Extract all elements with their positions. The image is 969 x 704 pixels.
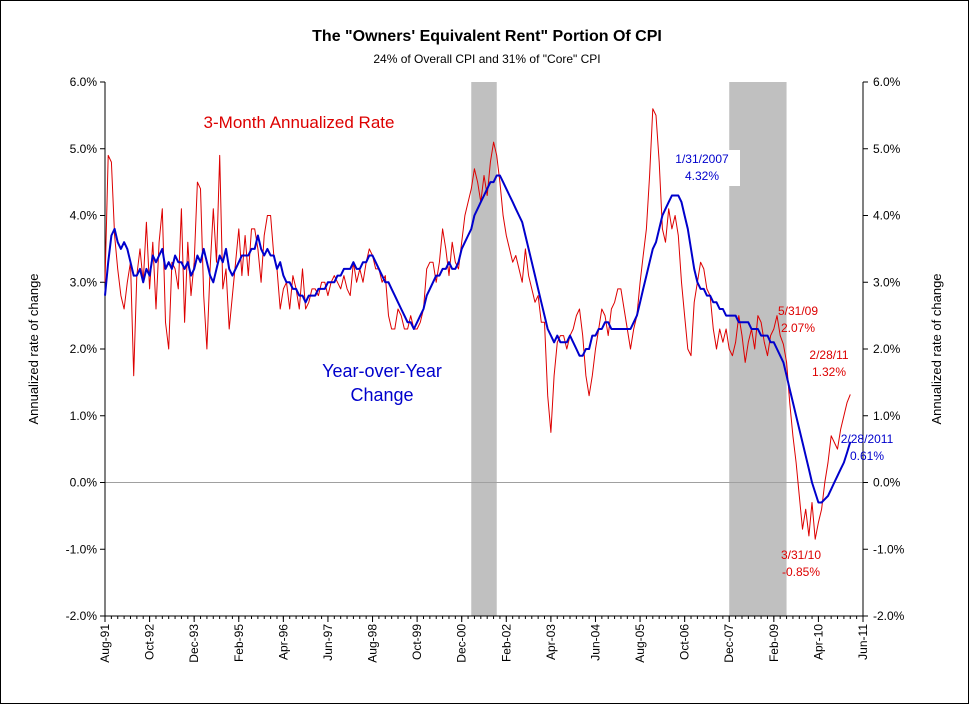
annotation-label: 5/31/09	[778, 304, 818, 318]
annotations: 1/31/2007 4.32% 5/31/09 2.07% 2/28/11 1.32% 2/…	[664, 150, 894, 579]
x-tick-label: Apr-03	[544, 624, 558, 660]
y-tick-label-right: 4.0%	[873, 209, 901, 223]
y-tick-label-left: 1.0%	[70, 409, 98, 423]
x-tick-label: Apr-96	[276, 624, 290, 660]
annotation-label: 3/31/10	[781, 548, 821, 562]
x-tick-label: Dec-07	[722, 624, 736, 663]
x-tick-label: Feb-09	[767, 624, 781, 662]
y-tick-label-left: 4.0%	[70, 209, 98, 223]
chart-subtitle: 24% of Overall CPI and 31% of "Core" CPI	[373, 52, 600, 66]
annotation-box	[664, 150, 740, 186]
x-tick-label: Oct-06	[678, 624, 692, 660]
x-tick-label: Aug-91	[98, 624, 112, 663]
x-tick-label: Feb-95	[232, 624, 246, 662]
annotation-label: 4.32%	[685, 169, 719, 183]
y-tick-label-left: 6.0%	[70, 75, 98, 89]
x-tick-label: Aug-05	[633, 624, 647, 663]
annotation-label: 1.32%	[812, 365, 846, 379]
x-tick-label: Jun-11	[856, 624, 870, 660]
y-ticks: -2.0% -2.0% -1.0% -1.0% 0.0% 0.0% 1.0% 1.0% 2.0%…	[66, 75, 905, 623]
x-tick-label: Oct-99	[410, 624, 424, 660]
recession-band	[471, 82, 497, 616]
x-tick-label: Aug-98	[366, 624, 380, 663]
series-lines	[104, 108, 852, 540]
series-3-month-line	[104, 108, 851, 540]
y-tick-label-right: 0.0%	[873, 476, 901, 490]
y-tick-label-right: 1.0%	[873, 409, 901, 423]
annotation-label: 0.61%	[850, 449, 884, 463]
y-tick-label-right: -2.0%	[873, 609, 905, 623]
x-tick-label: Jun-97	[321, 624, 335, 661]
x-ticks: Aug-91 Oct-92 Dec-93 Feb-95 Apr-96 Jun-97 Aug-…	[98, 616, 870, 663]
y-tick-label-left: 5.0%	[70, 142, 98, 156]
y-tick-label-right: 5.0%	[873, 142, 901, 156]
y-tick-label-right: 2.0%	[873, 342, 901, 356]
y-axis-label-right: Annualized rate of change	[929, 273, 944, 424]
y-tick-label-right: 3.0%	[873, 275, 901, 289]
x-tick-label: Oct-92	[143, 624, 157, 660]
x-tick-label: Dec-00	[455, 624, 469, 663]
annotation-label: 2.07%	[781, 321, 815, 335]
series-label: Year-over-Year	[322, 361, 442, 381]
y-tick-label-left: -2.0%	[66, 609, 98, 623]
x-tick-label: Apr-10	[811, 624, 825, 660]
chart-title: The "Owners' Equivalent Rent" Portion Of…	[312, 28, 662, 45]
annotation-label: -0.85%	[782, 565, 820, 579]
series-labels: 3-Month Annualized Rate Year-over-Year Cha…	[204, 113, 442, 405]
y-tick-label-left: 0.0%	[70, 476, 98, 490]
y-tick-label-right: -1.0%	[873, 542, 905, 556]
x-tick-label: Feb-02	[499, 624, 513, 662]
x-tick-label: Jun-04	[588, 624, 602, 661]
annotation-label: 1/31/2007	[675, 152, 729, 166]
y-axis-label-left: Annualized rate of change	[26, 273, 41, 424]
y-tick-label-left: 3.0%	[70, 275, 98, 289]
series-label: 3-Month Annualized Rate	[204, 113, 395, 132]
x-tick-label: Dec-93	[187, 624, 201, 663]
y-tick-label-left: 2.0%	[70, 342, 98, 356]
series-label: Change	[350, 385, 413, 405]
y-tick-label-left: -1.0%	[66, 542, 98, 556]
y-tick-label-right: 6.0%	[873, 75, 901, 89]
annotation-label: 2/28/11	[809, 348, 848, 362]
annotation-label: 2/28/2011	[841, 432, 894, 446]
series-yoy-line	[104, 174, 852, 504]
